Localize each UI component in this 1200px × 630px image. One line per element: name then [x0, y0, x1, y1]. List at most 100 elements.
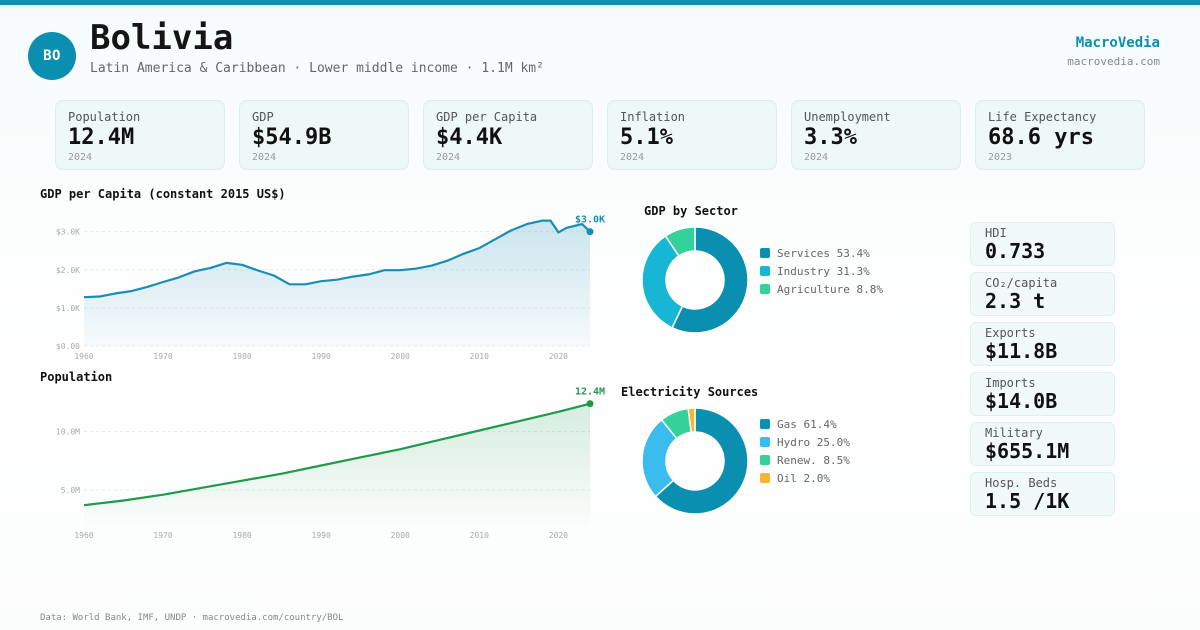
legend-label: Services 53.4%	[777, 246, 870, 260]
population-ytick-label: 10.0M	[56, 428, 80, 437]
stat-label: Unemployment	[804, 110, 891, 124]
side-stat-hospital-beds: Hosp. Beds 1.5 /1K	[970, 472, 1115, 516]
population-xtick-label: 2000	[391, 531, 410, 540]
legend-swatch	[760, 437, 770, 447]
gdp-ytick-label: $0.00	[56, 342, 80, 351]
side-stat-co2: CO₂/capita 2.3 t	[970, 272, 1115, 316]
stat-label: Inflation	[620, 110, 686, 124]
country-code: BO	[43, 48, 61, 64]
stat-year: 2024	[68, 152, 93, 163]
legend-item-services: Services 53.4%	[760, 244, 883, 262]
stat-value: 12.4M	[68, 125, 135, 150]
gdp-ytick-label: $1.0K	[56, 304, 80, 313]
gdp-xtick-label: 2010	[470, 352, 489, 361]
gdp-xtick-label: 1970	[153, 352, 172, 361]
side-stat-label: HDI	[985, 226, 1007, 240]
gdp-area	[84, 220, 590, 346]
stat-value: 5.1%	[620, 125, 673, 150]
stat-value: 3.3%	[804, 125, 857, 150]
legend-label: Industry 31.3%	[777, 264, 870, 278]
legend-label: Oil 2.0%	[777, 471, 830, 485]
population-ytick-label: 5.0M	[61, 486, 80, 495]
legend-swatch	[760, 455, 770, 465]
stat-card-inflation: Inflation 5.1% 2024	[607, 100, 777, 170]
footer-source: Data: World Bank, IMF, UNDP · macrovedia…	[40, 613, 344, 623]
sector-slice	[664, 226, 696, 257]
stat-year: 2024	[436, 152, 461, 163]
sector-legend: Services 53.4% Industry 31.3% Agricultur…	[760, 244, 883, 298]
legend-item-gas: Gas 61.4%	[760, 415, 850, 433]
sector-slice	[671, 226, 749, 334]
population-chart-title: Population	[40, 370, 113, 384]
side-stat-label: Exports	[985, 326, 1036, 340]
population-line	[83, 402, 591, 507]
top-accent-bar	[0, 0, 1200, 5]
sector-chart-title: GDP by Sector	[644, 204, 738, 218]
country-subtitle: Latin America & Caribbean · Lower middle…	[90, 61, 544, 76]
stat-card-population: Population 12.4M 2024	[55, 100, 225, 170]
electricity-slice	[654, 407, 749, 515]
page-title: Bolivia	[90, 18, 234, 58]
stat-year: 2024	[620, 152, 645, 163]
gdp-line	[83, 219, 591, 299]
gdp-ytick-label: $3.0K	[56, 228, 80, 237]
population-xtick-label: 2010	[470, 531, 489, 540]
side-stat-military: Military $655.1M	[970, 422, 1115, 466]
stat-label: GDP per Capita	[436, 110, 538, 124]
stat-year: 2023	[988, 152, 1013, 163]
population-xtick-label: 1960	[74, 531, 93, 540]
electricity-slice	[687, 407, 696, 434]
population-xtick-label: 1980	[232, 531, 251, 540]
legend-item-hydro: Hydro 25.0%	[760, 433, 850, 451]
legend-item-renew: Renew. 8.5%	[760, 451, 850, 469]
legend-label: Agriculture 8.8%	[777, 282, 883, 296]
country-code-badge: BO	[28, 32, 76, 80]
gdp-xtick-label: 1990	[312, 352, 331, 361]
legend-swatch	[760, 248, 770, 258]
stat-year: 2024	[804, 152, 829, 163]
stat-label: GDP	[252, 110, 274, 124]
stat-value: $4.4K	[436, 125, 503, 150]
side-stat-imports: Imports $14.0B	[970, 372, 1115, 416]
side-stat-value: 0.733	[985, 239, 1046, 263]
population-area	[84, 403, 590, 525]
population-end-label: 12.4M	[575, 387, 605, 398]
legend-item-industry: Industry 31.3%	[760, 262, 883, 280]
stat-label: Life Expectancy	[988, 110, 1097, 124]
population-xtick-label: 1970	[153, 531, 172, 540]
stat-card-life-expectancy: Life Expectancy 68.6 yrs 2023	[975, 100, 1145, 170]
legend-item-agriculture: Agriculture 8.8%	[760, 280, 883, 298]
stat-card-gdp: GDP $54.9B 2024	[239, 100, 409, 170]
side-stat-label: CO₂/capita	[985, 276, 1058, 290]
gdp-chart-title: GDP per Capita (constant 2015 US$)	[40, 187, 286, 201]
gdp-xtick-label: 2000	[391, 352, 410, 361]
gdp-xtick-label: 1980	[232, 352, 251, 361]
side-stat-value: 2.3 t	[985, 289, 1046, 313]
side-stat-value: 1.5 /1K	[985, 489, 1070, 513]
stat-card-unemployment: Unemployment 3.3% 2024	[791, 100, 961, 170]
stat-value: 68.6 yrs	[988, 125, 1094, 150]
legend-swatch	[760, 266, 770, 276]
electricity-legend: Gas 61.4% Hydro 25.0% Renew. 8.5% Oil 2.…	[760, 415, 850, 487]
brand-url[interactable]: macrovedia.com	[1067, 55, 1160, 68]
side-stat-value: $14.0B	[985, 389, 1058, 413]
gdp-ytick-label: $2.0K	[56, 266, 80, 275]
side-stat-label: Hosp. Beds	[985, 476, 1058, 490]
sector-slice	[641, 234, 684, 329]
legend-label: Gas 61.4%	[777, 417, 837, 431]
gdp-xtick-label: 2020	[549, 352, 568, 361]
side-stat-exports: Exports $11.8B	[970, 322, 1115, 366]
stat-card-gdp-per-capita: GDP per Capita $4.4K 2024	[423, 100, 593, 170]
side-stat-hdi: HDI 0.733	[970, 222, 1115, 266]
population-end-point	[586, 400, 594, 408]
side-stat-label: Military	[985, 426, 1043, 440]
legend-label: Hydro 25.0%	[777, 435, 850, 449]
legend-swatch	[760, 473, 770, 483]
legend-label: Renew. 8.5%	[777, 453, 850, 467]
electricity-chart-title: Electricity Sources	[621, 385, 759, 399]
side-stat-value: $11.8B	[985, 339, 1058, 363]
brand-logo[interactable]: MacroVedia	[1075, 35, 1160, 51]
stat-label: Population	[68, 110, 141, 124]
legend-item-oil: Oil 2.0%	[760, 469, 850, 487]
